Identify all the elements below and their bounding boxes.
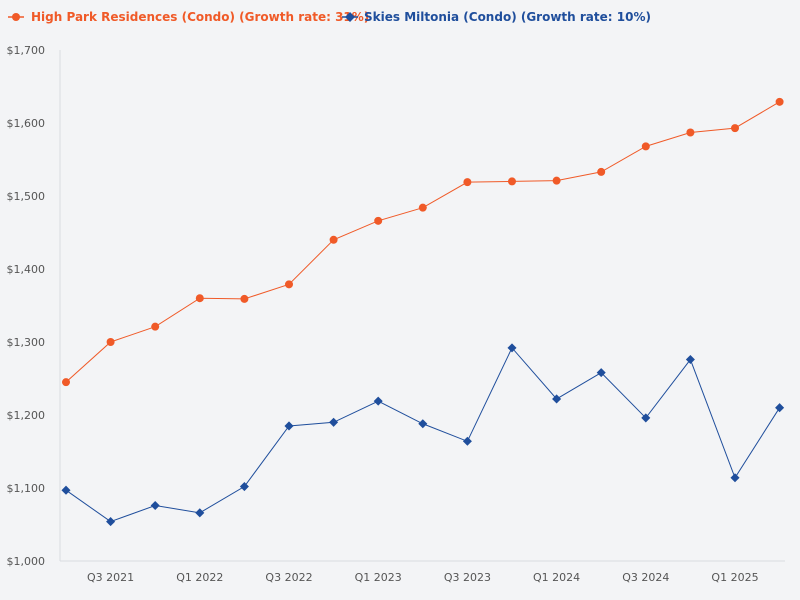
data-point-skies-miltonia[interactable] (685, 354, 695, 365)
y-tick-label: $1,400 (7, 263, 46, 276)
y-tick-label: $1,200 (7, 409, 46, 422)
data-point-high-park[interactable] (374, 216, 383, 225)
data-point-skies-miltonia[interactable] (106, 517, 116, 527)
legend: High Park Residences (Condo) (Growth rat… (8, 10, 651, 24)
series-skies-miltonia (61, 343, 785, 527)
data-point-high-park[interactable] (641, 142, 650, 151)
data-point-skies-miltonia[interactable] (552, 394, 562, 404)
x-tick-label: Q1 2025 (711, 571, 758, 584)
y-axis: $1,000 $1,100 $1,200 $1,300 $1,400 $1,500 $1,6… (7, 44, 61, 568)
series-line-high-park (65, 101, 780, 383)
data-point-skies-miltonia[interactable] (507, 343, 517, 353)
data-point-high-park[interactable] (731, 124, 739, 133)
x-tick-label: Q1 2024 (533, 571, 580, 584)
x-tick-label: Q3 2023 (444, 571, 491, 584)
y-tick-label: $1,500 (7, 190, 46, 203)
data-point-high-park[interactable] (195, 294, 204, 303)
data-point-high-park[interactable] (151, 322, 160, 331)
data-point-high-park[interactable] (508, 177, 516, 186)
data-point-high-park[interactable] (62, 378, 70, 387)
data-point-high-park[interactable] (106, 338, 115, 346)
data-point-skies-miltonia[interactable] (329, 417, 339, 427)
data-point-high-park[interactable] (285, 280, 293, 289)
y-tick-label: $1,600 (7, 117, 46, 130)
data-point-high-park[interactable] (329, 235, 338, 244)
data-point-skies-miltonia[interactable] (239, 482, 249, 492)
y-tick-label: $1,700 (7, 44, 46, 57)
plot-area (61, 97, 785, 527)
legend-item-skies-miltonia[interactable]: Skies Miltonia (Condo) (Growth rate: 10%… (342, 10, 651, 24)
data-point-skies-miltonia[interactable] (61, 485, 71, 495)
data-point-high-park[interactable] (686, 128, 695, 137)
y-tick-label: $1,100 (7, 482, 46, 495)
data-point-skies-miltonia[interactable] (284, 421, 294, 431)
data-point-high-park[interactable] (597, 167, 606, 176)
y-tick-label: $1,000 (7, 555, 46, 568)
legend-label-high-park: High Park Residences (Condo) (Growth rat… (31, 10, 369, 24)
data-point-skies-miltonia[interactable] (150, 500, 160, 511)
x-tick-label: Q1 2022 (176, 571, 223, 584)
y-tick-label: $1,300 (7, 336, 46, 349)
legend-item-high-park[interactable]: High Park Residences (Condo) (Growth rat… (8, 10, 369, 24)
data-point-skies-miltonia[interactable] (730, 473, 740, 483)
x-axis: Q3 2021 Q1 2022 Q3 2022 Q1 2023 Q3 2023 Q1 20… (60, 560, 785, 584)
x-tick-label: Q3 2021 (87, 571, 134, 584)
series-line-skies-miltonia (65, 346, 781, 523)
data-point-high-park[interactable] (418, 203, 427, 212)
data-point-skies-miltonia[interactable] (195, 508, 205, 518)
legend-marker-circle (12, 13, 20, 21)
data-point-high-park[interactable] (463, 178, 472, 187)
x-tick-label: Q1 2023 (355, 571, 402, 584)
data-point-skies-miltonia[interactable] (462, 436, 472, 446)
data-point-skies-miltonia[interactable] (373, 396, 383, 406)
legend-label-skies-miltonia: Skies Miltonia (Condo) (Growth rate: 10%… (364, 10, 651, 24)
data-point-skies-miltonia[interactable] (418, 419, 428, 429)
series-high-park (62, 97, 784, 387)
x-tick-label: Q3 2024 (622, 571, 669, 584)
x-tick-label: Q3 2022 (265, 571, 312, 584)
data-point-high-park[interactable] (775, 97, 784, 106)
data-point-high-park[interactable] (552, 176, 561, 185)
data-point-high-park[interactable] (240, 294, 249, 303)
data-point-skies-miltonia[interactable] (775, 403, 785, 413)
